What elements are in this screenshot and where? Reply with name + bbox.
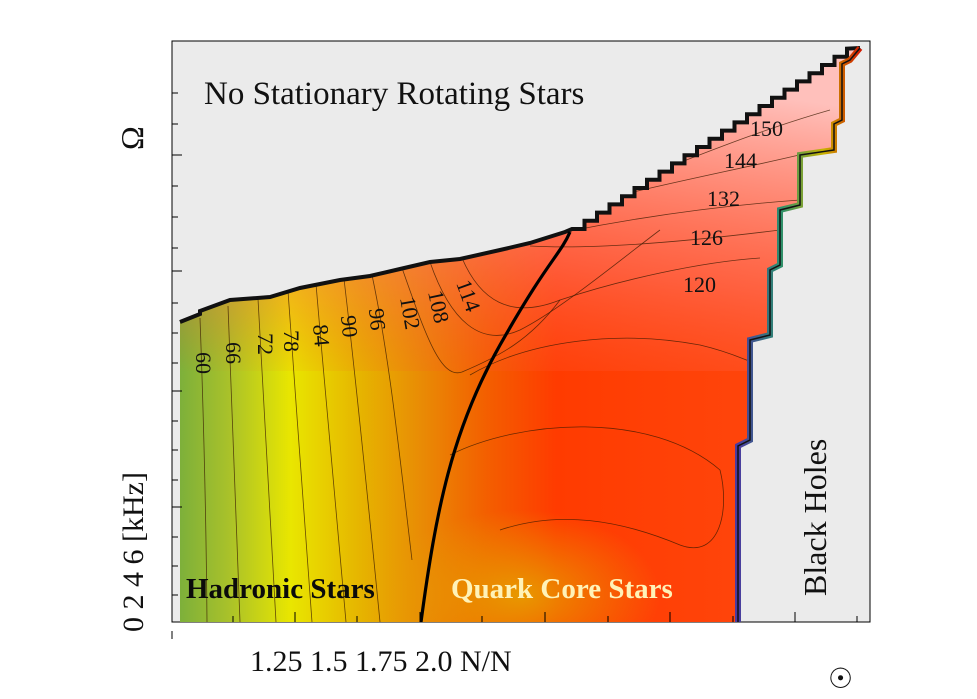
y-axis-tick-text: 0 2 4 6 [kHz] [117,472,150,632]
right-boundary [737,47,861,622]
contour-line [315,283,347,622]
contour-level-label: 120 [683,272,716,297]
contour-level-label: 60 [191,352,216,374]
contour-line [199,317,208,622]
contour-line [461,257,761,309]
hadronic-stars-label: Hadronic Stars [186,573,375,605]
contour-line [343,278,381,622]
contour-level-label: 102 [395,295,425,332]
low-frequency-blob [380,510,660,622]
contour-level-label: 126 [690,225,723,250]
contour-line [449,426,724,548]
contour-level-label: 144 [724,148,757,173]
contour-level-label: 90 [336,314,363,338]
contour-line [564,199,801,233]
contour-line [401,267,561,374]
contour-line [429,229,661,336]
contour-level-label: 132 [707,186,740,211]
upper-boundary [179,46,861,324]
black-holes-label: Black Holes [797,439,833,596]
contour-lines [199,109,831,622]
contour-line [371,274,413,561]
contour-level-label: 72 [253,333,278,355]
contour-line [287,290,313,622]
quark-core-stars-label: Quark Core Stars [451,573,673,605]
sun-symbol: ☉ [828,664,853,695]
contour-line [227,305,241,622]
y-axis-symbol: Ω [114,126,150,150]
phase-divider-curve [419,231,572,623]
contour-line [469,337,753,376]
x-axis-ticks [171,612,858,639]
no-stationary-label: No Stationary Rotating Stars [204,76,584,112]
y-axis-ticks [172,92,182,596]
contour-line [257,298,277,622]
contour-level-label: 78 [279,330,304,352]
contour-line [529,229,781,248]
contour-level-label: 66 [221,342,246,364]
contour-level-label: 96 [364,307,391,331]
x-axis-tick-text: 1.25 1.5 1.75 2.0 N/N [250,645,512,678]
contour-level-label: 150 [750,116,783,141]
contour-level-label: 84 [308,323,335,347]
